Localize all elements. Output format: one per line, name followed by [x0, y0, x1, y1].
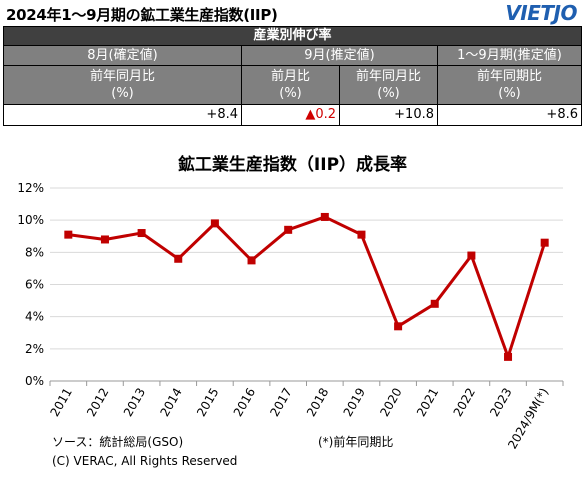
y-tick-label: 2%: [25, 342, 44, 356]
y-tick-label: 10%: [17, 213, 44, 227]
x-tick-label: 2017: [267, 386, 294, 419]
data-point: [320, 212, 329, 221]
data-point: [284, 225, 293, 234]
data-point: [100, 235, 109, 244]
page-title: 2024年1～9月期の鉱工業生産指数(IIP): [6, 6, 278, 24]
data-point: [504, 352, 513, 361]
x-tick-label: 2023: [487, 386, 514, 419]
group-header-sep: 9月(推定値): [241, 45, 438, 66]
x-tick-label: 2021: [414, 386, 441, 419]
subheader-ytd-yoy: 前年同期比 (%): [437, 65, 582, 105]
x-tick-label: 2018: [304, 386, 331, 419]
x-tick-label: 2013: [121, 386, 148, 419]
value-ytd-yoy: +8.6: [437, 104, 582, 126]
x-tick-label: 2016: [231, 386, 258, 419]
x-tick-label: 2022: [451, 386, 478, 419]
subheader-aug-yoy: 前年同月比 (%): [3, 65, 242, 105]
x-tick-label: 2012: [84, 386, 111, 419]
copyright: (C) VERAC, All Rights Reserved: [52, 454, 238, 468]
x-tick-label: 2014: [157, 386, 184, 419]
x-tick-label: 2015: [194, 386, 221, 419]
subheader-sep-yoy: 前年同月比 (%): [339, 65, 438, 105]
data-point: [174, 254, 183, 263]
value-sep-mom: ▲0.2: [241, 104, 340, 126]
source-note: ソース：統計総局(GSO): [52, 435, 184, 449]
subheader-sep-mom: 前月比 (%): [241, 65, 340, 105]
x-tick-label: 2011: [48, 386, 75, 419]
table-section-title: 産業別伸び率: [3, 26, 582, 46]
x-tick-label: 2020: [377, 386, 404, 419]
data-point: [210, 219, 219, 228]
y-tick-label: 0%: [25, 374, 44, 388]
data-point: [64, 230, 73, 239]
y-tick-label: 4%: [25, 310, 44, 324]
data-point: [430, 299, 439, 308]
series-line: [68, 215, 547, 359]
data-point: [467, 251, 476, 260]
stats-table: 産業別伸び率 8月(確定値) 9月(推定値) 1～9月期(推定値) 前年同月比 …: [3, 26, 582, 126]
data-point: [357, 230, 366, 239]
y-tick-label: 8%: [25, 245, 44, 259]
x-tick-label: 2019: [341, 386, 368, 419]
data-point: [540, 238, 549, 247]
vietjo-logo: VIETJO: [505, 1, 577, 25]
footnote: (*)前年同期比: [318, 435, 394, 449]
y-tick-label: 12%: [17, 181, 44, 195]
chart-title: 鉱工業生産指数（IIP）成長率: [177, 155, 408, 175]
y-tick-label: 6%: [25, 278, 44, 292]
data-point: [137, 229, 146, 238]
value-aug-yoy: +8.4: [3, 104, 242, 126]
data-point: [394, 322, 403, 331]
data-point: [247, 256, 256, 265]
